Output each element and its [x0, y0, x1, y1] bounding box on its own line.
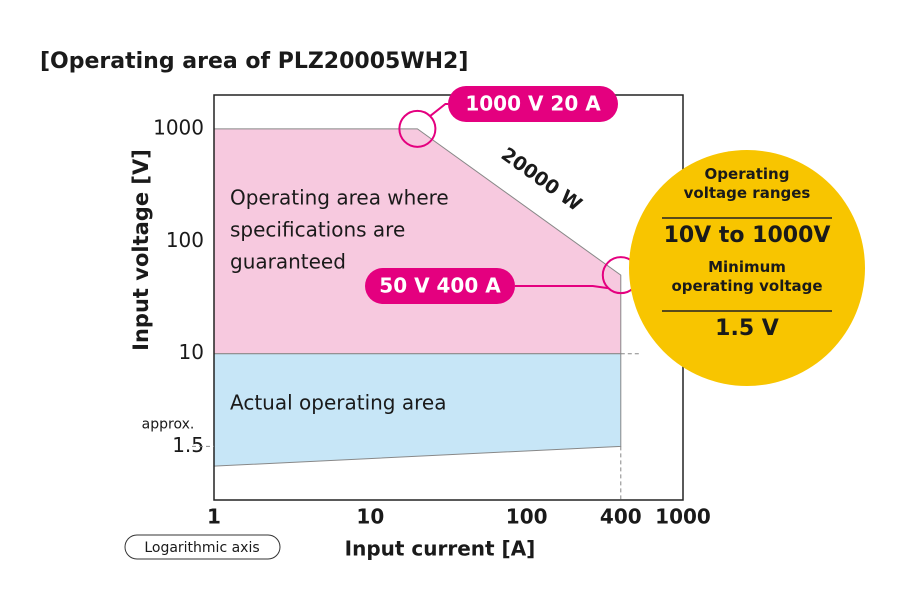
x-tick-label: 400	[600, 505, 642, 529]
x-tick-label: 1	[207, 505, 221, 529]
x-axis-label: Input current [A]	[345, 537, 536, 561]
callout-pill	[365, 268, 515, 304]
y-tick-label: 1.5	[172, 433, 204, 457]
axis-note: Logarithmic axis	[144, 540, 259, 556]
info-badge	[629, 150, 865, 386]
y-tick-label: 100	[166, 228, 204, 252]
area-label: specifications are	[230, 217, 405, 241]
y-axis-label: Input voltage [V]	[129, 149, 153, 351]
callout-label: 1000 V 20 A	[465, 92, 601, 116]
x-tick-label: 100	[506, 505, 548, 529]
x-tick-label: 10	[356, 505, 384, 529]
x-tick-label: 1000	[655, 505, 711, 529]
info-value: 1.5 V	[715, 316, 779, 341]
point-marker	[398, 109, 437, 148]
area-label: Operating area where	[230, 185, 449, 209]
info-value: 10V to 1000V	[664, 223, 831, 248]
y-tick-label: 1000	[153, 115, 204, 139]
area-label: Actual operating area	[230, 390, 446, 414]
info-heading: Minimum operating voltage	[671, 258, 822, 295]
callout-line	[515, 285, 608, 290]
y-tick-note: approx.	[142, 416, 195, 432]
callout-line	[429, 103, 448, 117]
callout-pill	[448, 86, 618, 122]
y-tick-label: 10	[179, 340, 204, 364]
chart-title: [Operating area of PLZ20005WH2]	[40, 49, 468, 74]
info-heading: Operating voltage ranges	[684, 165, 811, 202]
area-label: guaranteed	[230, 249, 346, 273]
axis-note-pill	[124, 534, 281, 560]
callout-label: 50 V 400 A	[379, 274, 501, 298]
